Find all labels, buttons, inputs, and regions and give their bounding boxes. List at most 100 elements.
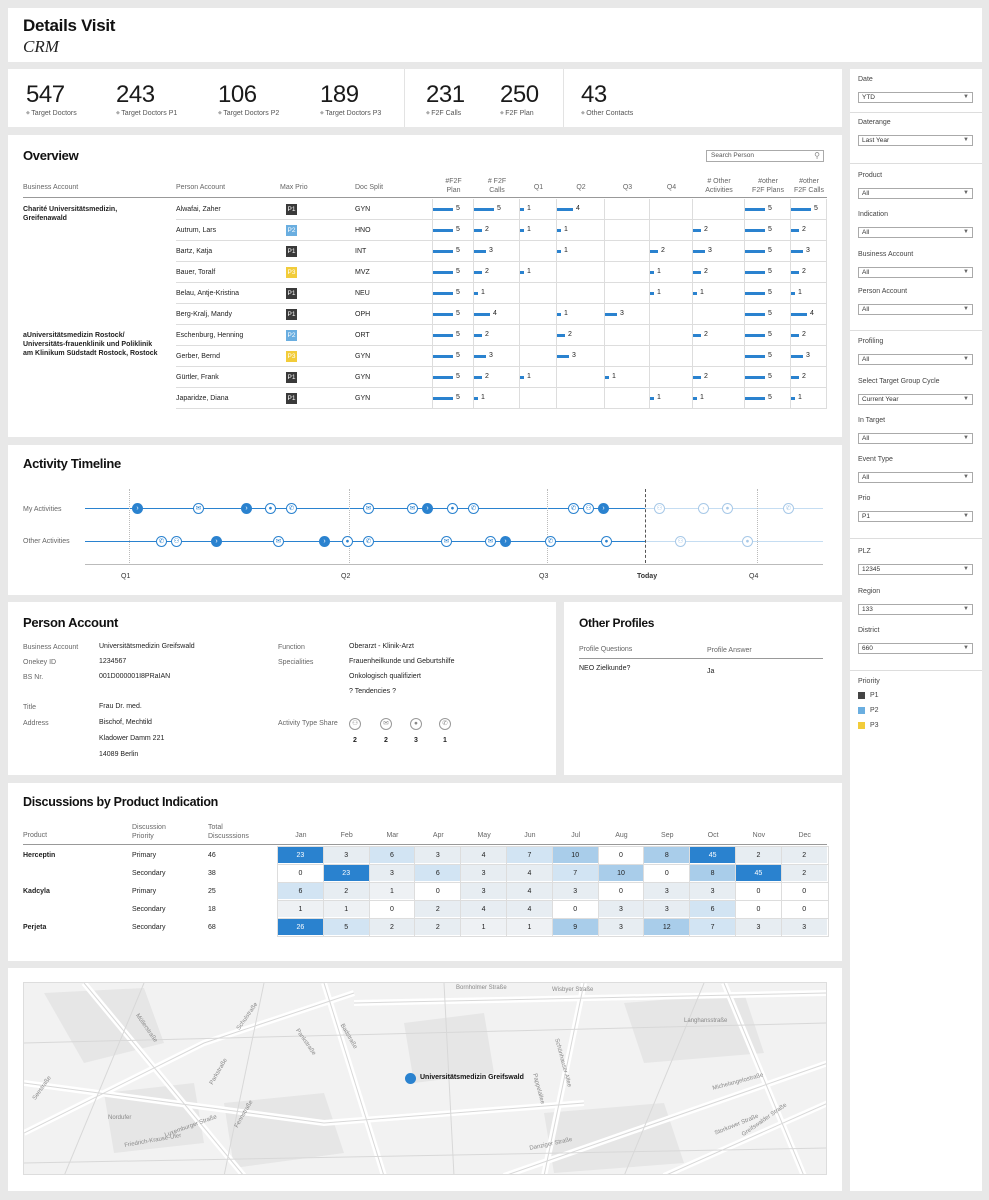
people-icon[interactable]: ⚇ xyxy=(654,503,665,514)
person-account-name[interactable]: Gerber, Bernd xyxy=(176,353,220,360)
table-row[interactable]: Secondary 18 1 1 0 2 4 4 0 3 3 6 0 0 xyxy=(8,900,842,919)
metric-bar xyxy=(791,376,799,379)
phone-icon[interactable]: ✆ xyxy=(468,503,479,514)
location-icon[interactable]: ● xyxy=(342,536,353,547)
table-row[interactable]: Japaridze, Diana P1 GYN 5 1 1 1 5 1 xyxy=(23,388,827,409)
metric-bar xyxy=(745,397,765,400)
person-account-name[interactable]: Japaridze, Diana xyxy=(176,395,229,402)
people-icon[interactable]: ⚇ xyxy=(675,536,686,547)
map-view[interactable]: Bornholmer Straße Wisbyer Straße Langhanss… xyxy=(23,982,827,1175)
person-account-name[interactable]: Bartz, Katja xyxy=(176,248,213,255)
table-row[interactable]: Belau, Antje-Kristina P1 NEU 5 1 1 1 5 1 xyxy=(23,283,827,304)
location-icon[interactable]: ● xyxy=(722,503,733,514)
doc-split: GYN xyxy=(355,206,371,213)
filter-select[interactable]: All ▼ xyxy=(858,188,973,199)
filter-select[interactable]: All ▼ xyxy=(858,354,973,365)
table-row[interactable]: Perjeta Secondary 68 26 5 2 2 1 1 9 3 12 7 3 3 xyxy=(8,918,842,937)
metric-bar xyxy=(693,229,701,232)
phone-icon[interactable]: ✆ xyxy=(783,503,794,514)
email-icon[interactable]: ✉ xyxy=(363,503,374,514)
filter-select[interactable]: Current Year ▼ xyxy=(858,394,973,405)
col-divider xyxy=(649,367,650,388)
kpi-label: Target Doctors P3 xyxy=(320,110,381,117)
table-row[interactable]: Bartz, Katja P1 INT 5 3 1 2 3 5 3 xyxy=(23,241,827,262)
metric-bar xyxy=(474,313,490,316)
table-row[interactable]: Bauer, Toralf P3 MVZ 5 2 1 1 2 5 2 xyxy=(23,262,827,283)
filter-group-divider xyxy=(850,330,982,331)
email-icon[interactable]: ✉ xyxy=(441,536,452,547)
filter-select[interactable]: Last Year ▼ xyxy=(858,135,973,146)
col-divider xyxy=(692,220,693,241)
person-account-name[interactable]: Belau, Antje-Kristina xyxy=(176,290,240,297)
email-icon[interactable]: ✉ xyxy=(273,536,284,547)
visit-icon[interactable]: › xyxy=(132,503,143,514)
phone-icon[interactable]: ✆ xyxy=(545,536,556,547)
col-divider xyxy=(604,325,605,346)
person-account-name[interactable]: Gürtler, Frank xyxy=(176,374,219,381)
search-person-input[interactable]: Search Person ⚲ xyxy=(706,150,824,162)
heatmap-cell: 3 xyxy=(322,846,371,865)
filter-select[interactable]: All ▼ xyxy=(858,227,973,238)
person-account-name[interactable]: Autrum, Lars xyxy=(176,227,217,234)
person-account-name[interactable]: Berg-Kralj, Mandy xyxy=(176,311,233,318)
location-icon[interactable]: ● xyxy=(447,503,458,514)
table-row[interactable]: Autrum, Lars P2 HNO 5 2 1 1 2 5 2 xyxy=(23,220,827,241)
location-icon[interactable]: ● xyxy=(265,503,276,514)
business-account-name: Charité Universitätsmedizin, Greifenawal… xyxy=(23,206,118,222)
person-account-name[interactable]: Bauer, Toralf xyxy=(176,269,216,276)
people-icon[interactable]: ⚇ xyxy=(583,503,594,514)
month-header: Jan xyxy=(295,832,307,839)
visit-icon[interactable]: › xyxy=(598,503,609,514)
visit-icon[interactable]: › xyxy=(422,503,433,514)
filter-select[interactable]: All ▼ xyxy=(858,267,973,278)
person-account-name[interactable]: Alwafai, Zaher xyxy=(176,206,221,213)
profiles-header-rule xyxy=(579,658,823,659)
filter-select[interactable]: All ▼ xyxy=(858,433,973,444)
metric-value: 3 xyxy=(806,352,810,359)
person-account-name[interactable]: Eschenburg, Henning xyxy=(176,332,244,339)
visit-icon[interactable]: › xyxy=(698,503,709,514)
phone-icon[interactable]: ✆ xyxy=(156,536,167,547)
filter-select[interactable]: P1 ▼ xyxy=(858,511,973,522)
table-row[interactable]: Gerber, Bernd P3 GYN 5 3 3 5 3 xyxy=(23,346,827,367)
email-icon[interactable]: ✉ xyxy=(193,503,204,514)
phone-icon[interactable]: ✆ xyxy=(363,536,374,547)
filter-select[interactable]: All ▼ xyxy=(858,472,973,483)
visit-icon[interactable]: › xyxy=(500,536,511,547)
filter-select[interactable]: 12345 ▼ xyxy=(858,564,973,575)
discussions-card: Discussions by Product Indication Produc… xyxy=(8,783,842,961)
email-icon[interactable]: ✉ xyxy=(407,503,418,514)
heatmap-cell: 1 xyxy=(506,918,554,937)
visit-icon[interactable]: › xyxy=(319,536,330,547)
heatmap-cell: 6 xyxy=(689,900,737,919)
visit-icon[interactable]: › xyxy=(211,536,222,547)
table-row[interactable]: Secondary 38 0 23 3 6 3 4 7 10 0 8 45 2 xyxy=(8,864,842,883)
location-icon[interactable]: ● xyxy=(601,536,612,547)
metric-value: 2 xyxy=(704,268,708,275)
map-marker[interactable] xyxy=(405,1073,416,1084)
col-divider xyxy=(432,367,433,388)
phone-icon[interactable]: ✆ xyxy=(568,503,579,514)
table-row[interactable]: Gürtler, Frank P1 GYN 5 2 1 1 2 5 2 xyxy=(23,367,827,388)
heatmap-cell: 3 xyxy=(460,882,508,901)
row-rule xyxy=(176,240,827,241)
col-divider xyxy=(826,262,827,283)
visit-icon[interactable]: › xyxy=(241,503,252,514)
metric-bar xyxy=(433,397,453,400)
location-icon[interactable]: ● xyxy=(742,536,753,547)
table-row[interactable]: Alwafai, Zaher P1 GYN 5 5 1 4 5 5 xyxy=(23,199,827,220)
table-row[interactable]: Eschenburg, Henning P2 ORT 5 2 2 2 5 2 xyxy=(23,325,827,346)
filter-select[interactable]: 660 ▼ xyxy=(858,643,973,654)
filter-select[interactable]: YTD ▼ xyxy=(858,92,973,103)
table-row[interactable]: Kadcyla Primary 25 6 2 1 0 3 4 3 0 3 3 0 0 xyxy=(8,882,842,901)
row-rule xyxy=(176,387,827,388)
filter-select[interactable]: All ▼ xyxy=(858,304,973,315)
business-account-name: aUniversitätsmedizin Rostock/ Universitä… xyxy=(23,332,158,357)
people-icon[interactable]: ⚇ xyxy=(171,536,182,547)
table-row[interactable]: Herceptin Primary 46 23 3 6 3 4 7 10 0 8 45 2 2 xyxy=(8,846,842,865)
metric-value: 2 xyxy=(802,268,806,275)
phone-icon[interactable]: ✆ xyxy=(286,503,297,514)
email-icon[interactable]: ✉ xyxy=(485,536,496,547)
table-row[interactable]: Berg-Kralj, Mandy P1 OPH 5 4 1 3 5 4 xyxy=(23,304,827,325)
filter-select[interactable]: 133 ▼ xyxy=(858,604,973,615)
